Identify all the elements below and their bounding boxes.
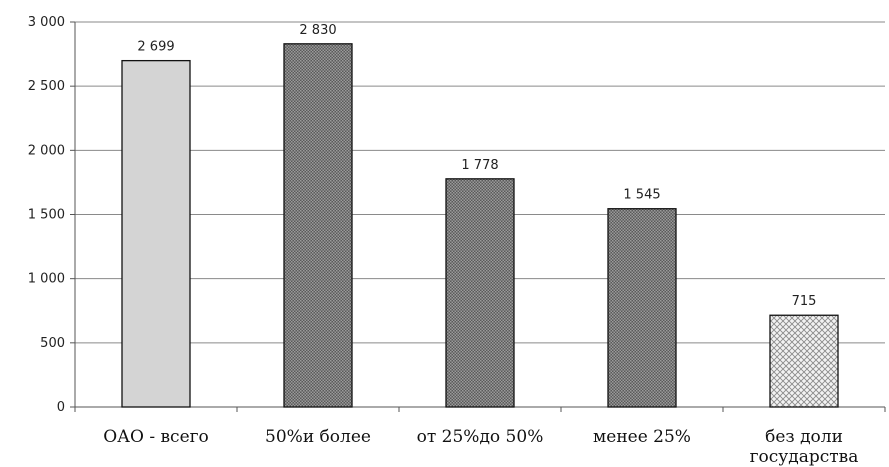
- y-tick-label: 3 000: [28, 15, 65, 30]
- category-labels: ОАО - всего 50%и более от 25%до 50% менее 2…: [103, 427, 858, 467]
- bar: [769, 314, 839, 408]
- bars: [121, 43, 839, 408]
- y-tick-label: 1 500: [28, 208, 65, 223]
- y-tick-label: 2 500: [28, 79, 65, 94]
- data-labels: 2 699 2 830 1 778 1 545 715: [137, 23, 816, 309]
- y-axis: 0 500 1 000 1 500 2 000 2 500 3 000: [28, 15, 76, 415]
- category-label: 50%и более: [265, 427, 371, 447]
- category-label: государства: [750, 447, 859, 467]
- category-label: от 25%до 50%: [417, 427, 544, 447]
- bar: [445, 178, 515, 408]
- data-label: 715: [792, 294, 817, 309]
- y-tick-label: 500: [40, 336, 65, 351]
- bar: [121, 59, 191, 408]
- category-label: ОАО - всего: [103, 427, 209, 447]
- data-label: 2 830: [299, 23, 336, 38]
- bar: [283, 43, 353, 408]
- x-axis: [74, 406, 886, 412]
- data-label: 2 699: [137, 40, 174, 55]
- y-tick-label: 1 000: [28, 272, 65, 287]
- y-tick-label: 0: [57, 400, 65, 415]
- category-label: без доли: [765, 427, 843, 447]
- y-tick-label: 2 000: [28, 143, 65, 158]
- category-label: менее 25%: [593, 427, 691, 447]
- data-label: 1 545: [623, 188, 660, 203]
- bar: [607, 208, 677, 408]
- data-label: 1 778: [461, 158, 498, 173]
